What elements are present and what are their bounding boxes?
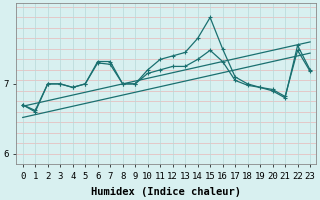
X-axis label: Humidex (Indice chaleur): Humidex (Indice chaleur): [92, 186, 241, 197]
